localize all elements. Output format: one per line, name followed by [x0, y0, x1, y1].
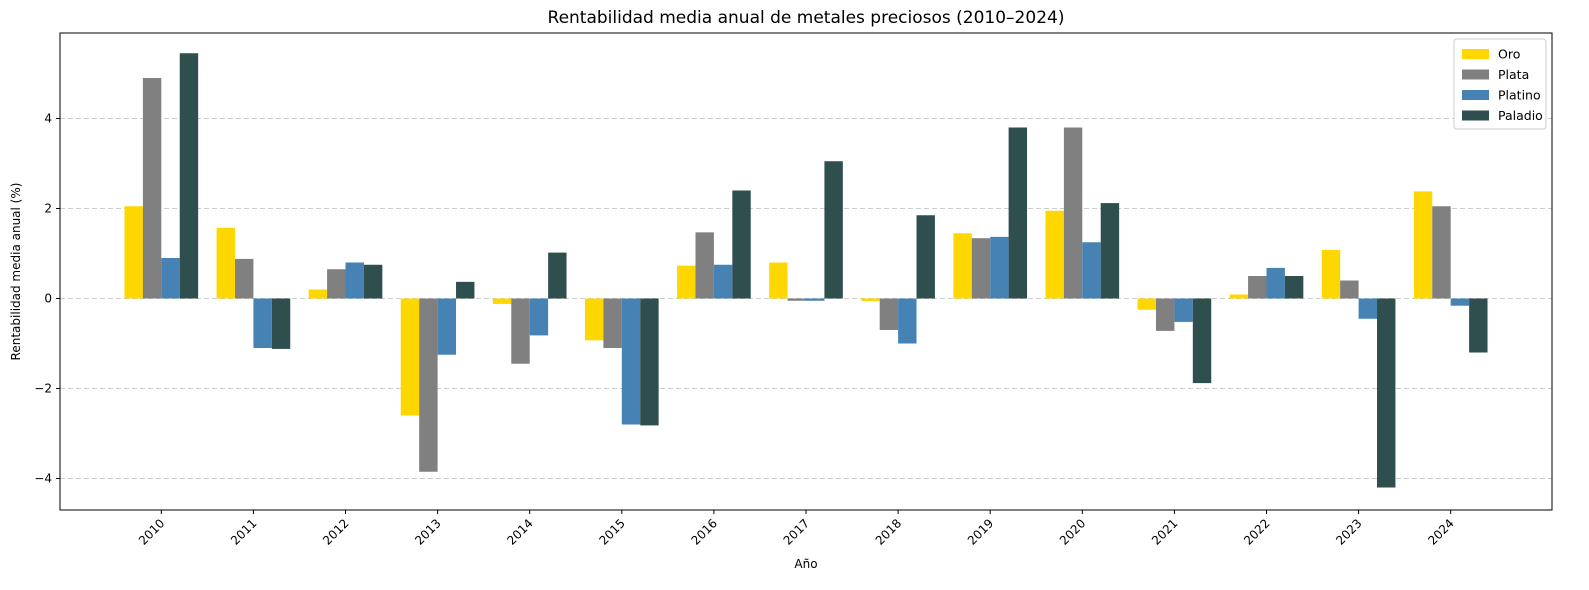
x-axis-ticks: 2010 2011 2012 2013 2014 2015 2016 2017 2018 2019… — [136, 510, 1457, 548]
bar-paladio-2014 — [548, 252, 567, 299]
y-tick-label: −4 — [34, 472, 52, 486]
bars — [124, 53, 1488, 488]
bar-paladio-2022 — [1284, 276, 1304, 299]
bar-paladio-2015 — [640, 298, 659, 426]
bar-oro-2021 — [1137, 298, 1156, 310]
bar-paladio-2019 — [1008, 127, 1028, 299]
bar-plata-2013 — [419, 298, 438, 472]
x-tick-label: 2012 — [320, 516, 351, 547]
x-tick-label: 2010 — [136, 516, 167, 547]
x-tick-label: 2022 — [1241, 516, 1272, 547]
legend-label-paladio: Paladio — [1498, 108, 1543, 123]
y-axis-label: Rentabilidad media anual (%) — [9, 183, 23, 361]
bar-paladio-2012 — [363, 264, 383, 299]
bar-plata-2014 — [511, 298, 530, 364]
bar-plata-2011 — [234, 258, 254, 299]
y-tick-label: 4 — [44, 112, 52, 126]
bar-platino-2022 — [1266, 267, 1285, 299]
bar-platino-2017 — [806, 298, 825, 301]
bar-platino-2013 — [437, 298, 457, 355]
bar-platino-2018 — [898, 298, 917, 344]
bar-platino-2024 — [1450, 298, 1470, 306]
bar-platino-2016 — [713, 264, 733, 299]
legend-label-plata: Plata — [1498, 67, 1529, 82]
legend-label-oro: Oro — [1498, 47, 1520, 62]
x-tick-label: 2019 — [965, 516, 996, 547]
x-tick-label: 2013 — [412, 516, 443, 547]
bar-plata-2010 — [142, 78, 162, 299]
bar-platino-2011 — [253, 298, 272, 348]
x-tick-label: 2021 — [1149, 516, 1180, 547]
bar-platino-2021 — [1174, 298, 1193, 322]
bar-plata-2023 — [1340, 280, 1359, 299]
bar-oro-2015 — [584, 298, 604, 341]
bar-plata-2019 — [971, 238, 991, 299]
bar-plata-2020 — [1063, 127, 1083, 299]
bar-paladio-2016 — [732, 190, 751, 299]
chart-title: Rentabilidad media anual de metales prec… — [548, 8, 1065, 28]
x-axis-label: Año — [794, 557, 817, 571]
y-axis-ticks: −4 −2 0 2 4 — [34, 112, 60, 486]
bar-oro-2019 — [953, 233, 972, 299]
x-tick-label: 2024 — [1425, 516, 1456, 547]
bar-oro-2011 — [216, 227, 235, 299]
x-tick-label: 2014 — [504, 516, 535, 547]
bar-oro-2018 — [861, 298, 880, 302]
bar-paladio-2018 — [916, 215, 935, 299]
bar-paladio-2024 — [1469, 298, 1488, 353]
bar-platino-2010 — [161, 258, 180, 299]
bar-platino-2014 — [529, 298, 549, 336]
bar-oro-2010 — [124, 206, 143, 299]
x-tick-label: 2018 — [873, 516, 904, 547]
bar-platino-2020 — [1082, 242, 1101, 299]
bar-oro-2017 — [769, 262, 788, 299]
legend-label-platino: Platino — [1498, 88, 1541, 103]
bar-oro-2023 — [1321, 249, 1341, 299]
y-tick-label: 0 — [44, 292, 52, 306]
x-tick-label: 2017 — [781, 516, 812, 547]
bar-plata-2024 — [1432, 206, 1451, 299]
x-tick-label: 2020 — [1057, 516, 1088, 547]
bar-plata-2018 — [879, 298, 899, 330]
bar-oro-2013 — [400, 298, 420, 416]
x-tick-label: 2016 — [689, 516, 720, 547]
bar-platino-2019 — [990, 236, 1009, 299]
y-tick-label: 2 — [44, 202, 52, 216]
x-tick-label: 2015 — [596, 516, 627, 547]
bar-oro-2012 — [308, 289, 328, 299]
bar-plata-2012 — [327, 269, 346, 299]
bar-paladio-2013 — [456, 281, 475, 299]
x-tick-label: 2011 — [228, 516, 259, 547]
bar-oro-2014 — [492, 298, 512, 304]
bar-plata-2017 — [787, 298, 806, 301]
legend: Oro Plata Platino Paladio — [1453, 38, 1547, 130]
bar-plata-2021 — [1155, 298, 1175, 331]
bar-platino-2012 — [345, 262, 364, 299]
bar-paladio-2011 — [271, 298, 291, 349]
bar-oro-2020 — [1045, 210, 1064, 299]
bar-platino-2015 — [621, 298, 641, 425]
bar-plata-2015 — [603, 298, 622, 348]
bar-oro-2024 — [1413, 191, 1433, 299]
bar-plata-2016 — [695, 232, 714, 299]
bar-oro-2022 — [1229, 294, 1249, 299]
bar-plata-2022 — [1248, 276, 1267, 299]
bar-paladio-2010 — [179, 53, 199, 299]
bar-paladio-2023 — [1377, 298, 1396, 488]
bar-paladio-2017 — [824, 161, 843, 299]
bar-paladio-2021 — [1192, 298, 1212, 384]
legend-swatch-platino — [1462, 90, 1489, 100]
bar-platino-2023 — [1358, 298, 1378, 319]
legend-swatch-oro — [1462, 49, 1489, 59]
legend-swatch-plata — [1462, 69, 1489, 80]
legend-box — [1453, 38, 1547, 130]
bar-oro-2016 — [677, 265, 696, 299]
y-tick-label: −2 — [34, 382, 52, 396]
bar-paladio-2020 — [1100, 203, 1120, 299]
legend-swatch-paladio — [1462, 110, 1489, 121]
x-tick-label: 2023 — [1333, 516, 1364, 547]
